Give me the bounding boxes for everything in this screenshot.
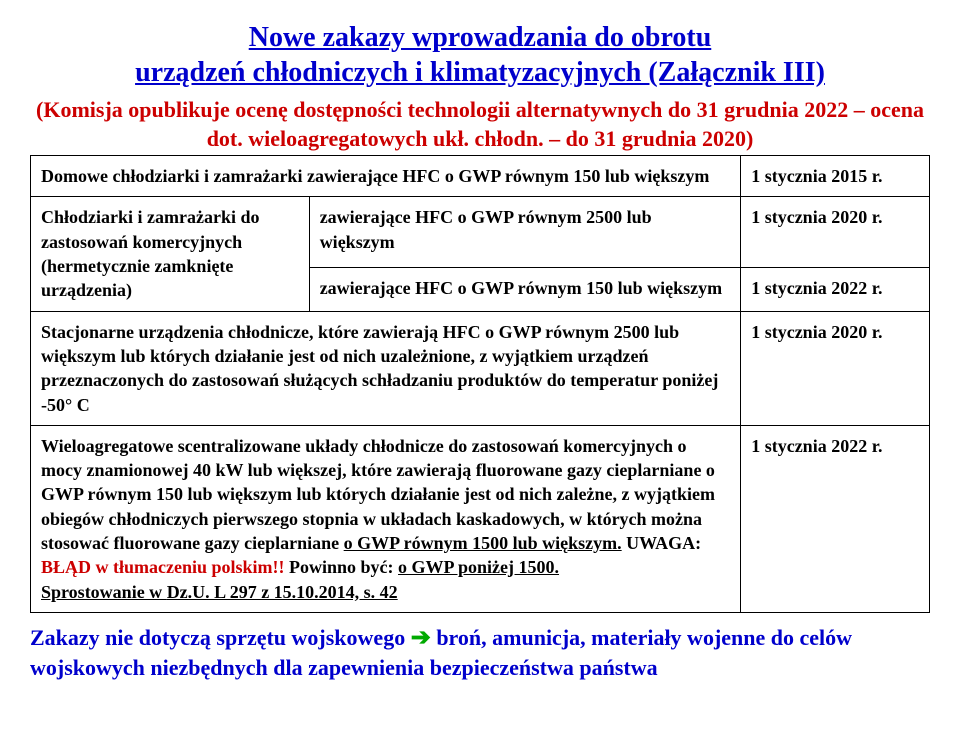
- bans-table: Domowe chłodziarki i zamrażarki zawieraj…: [30, 155, 930, 613]
- row2-sub1-date: 1 stycznia 2020 r.: [741, 197, 930, 267]
- table-row: Stacjonarne urządzenia chłodnicze, które…: [31, 311, 930, 425]
- row2-sub2-desc: zawierające HFC o GWP równym 150 lub wię…: [309, 267, 741, 311]
- row2-left: Chłodziarki i zamrażarki do zastosowań k…: [31, 197, 310, 311]
- title-line-2: urządzeń chłodniczych i klimatyzacyjnych…: [135, 57, 825, 88]
- footer-part1: Zakazy nie dotyczą sprzętu wojskowego: [30, 625, 411, 650]
- footer-note: Zakazy nie dotyczą sprzętu wojskowego ➔ …: [30, 623, 930, 683]
- row3-date: 1 stycznia 2020 r.: [741, 311, 930, 425]
- row4-powinno: Powinno być:: [285, 557, 399, 577]
- row1-desc: Domowe chłodziarki i zamrażarki zawieraj…: [31, 156, 741, 197]
- document-subtitle: (Komisja opublikuje ocenę dostępności te…: [30, 96, 930, 153]
- arrow-icon: ➔: [411, 625, 431, 651]
- row4-uwaga: UWAGA:: [622, 533, 702, 553]
- document-title: Nowe zakazy wprowadzania do obrotu urząd…: [30, 20, 930, 90]
- table-row: Chłodziarki i zamrażarki do zastosowań k…: [31, 197, 930, 267]
- row4-blad: BŁĄD w tłumaczeniu polskim!!: [41, 557, 285, 577]
- table-row: Wieloagregatowe scentralizowane układy c…: [31, 425, 930, 612]
- row4-sprost: Sprostowanie w: [41, 582, 167, 602]
- table-row: Domowe chłodziarki i zamrażarki zawieraj…: [31, 156, 930, 197]
- row4-dzu: Dz.U. L 297 z 15.10.2014, s. 42: [167, 582, 398, 602]
- row4-desc: Wieloagregatowe scentralizowane układy c…: [31, 425, 741, 612]
- title-line-1: Nowe zakazy wprowadzania do obrotu: [249, 22, 712, 53]
- row3-desc: Stacjonarne urządzenia chłodnicze, które…: [31, 311, 741, 425]
- row4-u1: o GWP równym 1500 lub większym.: [344, 533, 622, 553]
- row1-date: 1 stycznia 2015 r.: [741, 156, 930, 197]
- row4-u2: o GWP poniżej 1500.: [398, 557, 559, 577]
- row2-sub2-date: 1 stycznia 2022 r.: [741, 267, 930, 311]
- row4-date: 1 stycznia 2022 r.: [741, 425, 930, 612]
- row2-sub1-desc: zawierające HFC o GWP równym 2500 lub wi…: [309, 197, 741, 267]
